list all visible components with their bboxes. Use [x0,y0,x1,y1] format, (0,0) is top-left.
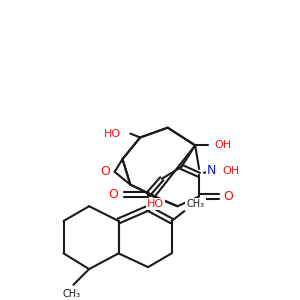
Text: HO: HO [147,199,164,209]
Text: CH₃: CH₃ [186,199,205,209]
Text: N: N [207,164,216,177]
Text: O: O [100,165,110,178]
Text: O: O [224,190,233,203]
Text: OH: OH [215,140,232,150]
Text: HO: HO [103,129,121,139]
Text: CH₃: CH₃ [62,289,80,299]
Text: OH: OH [223,166,240,176]
Text: O: O [109,188,118,201]
